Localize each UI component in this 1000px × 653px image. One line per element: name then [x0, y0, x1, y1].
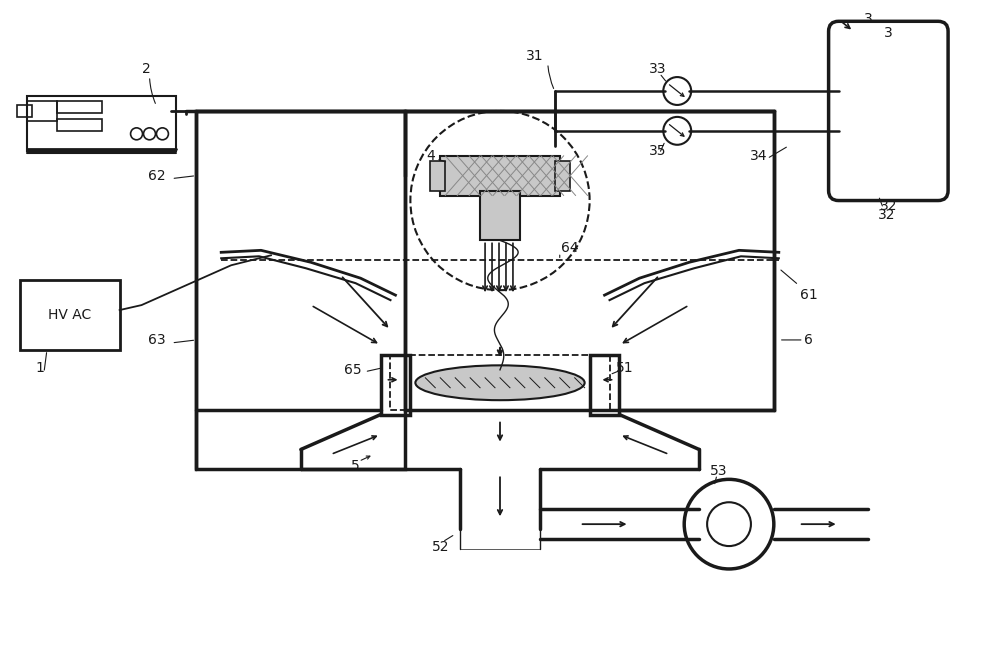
Text: 33: 33: [649, 62, 666, 76]
Text: 3: 3: [864, 12, 873, 26]
Text: 2: 2: [142, 62, 151, 76]
Ellipse shape: [415, 365, 585, 400]
Bar: [440, 155, 560, 195]
Bar: [27, 96, 176, 151]
Bar: [20, 280, 120, 350]
Text: 32: 32: [880, 199, 897, 212]
Text: 61: 61: [800, 288, 818, 302]
Text: 32: 32: [878, 208, 895, 223]
Text: 51: 51: [616, 361, 633, 375]
Circle shape: [684, 479, 774, 569]
Text: 64: 64: [561, 242, 579, 255]
Text: HV AC: HV AC: [48, 308, 91, 322]
Bar: [17, 105, 32, 117]
Text: 35: 35: [649, 144, 666, 158]
Bar: [57, 101, 102, 113]
Text: 62: 62: [148, 168, 165, 183]
Bar: [27, 101, 57, 121]
Bar: [555, 161, 570, 191]
Bar: [430, 161, 445, 191]
Text: 1: 1: [36, 361, 44, 375]
Bar: [480, 191, 520, 240]
Text: 53: 53: [710, 464, 728, 479]
Bar: [57, 119, 102, 131]
Bar: [590, 355, 619, 415]
Bar: [405, 111, 774, 409]
Text: 52: 52: [432, 540, 449, 554]
Text: 5: 5: [351, 460, 360, 473]
Text: 3: 3: [884, 26, 893, 40]
Text: 6: 6: [804, 333, 813, 347]
Bar: [390, 355, 610, 409]
Circle shape: [663, 117, 691, 145]
Text: 31: 31: [526, 49, 544, 63]
Text: 63: 63: [148, 333, 165, 347]
Text: 4: 4: [426, 149, 435, 163]
Text: 65: 65: [344, 363, 361, 377]
Circle shape: [663, 77, 691, 105]
Text: 34: 34: [750, 149, 768, 163]
Bar: [381, 355, 410, 415]
Bar: [196, 111, 405, 470]
